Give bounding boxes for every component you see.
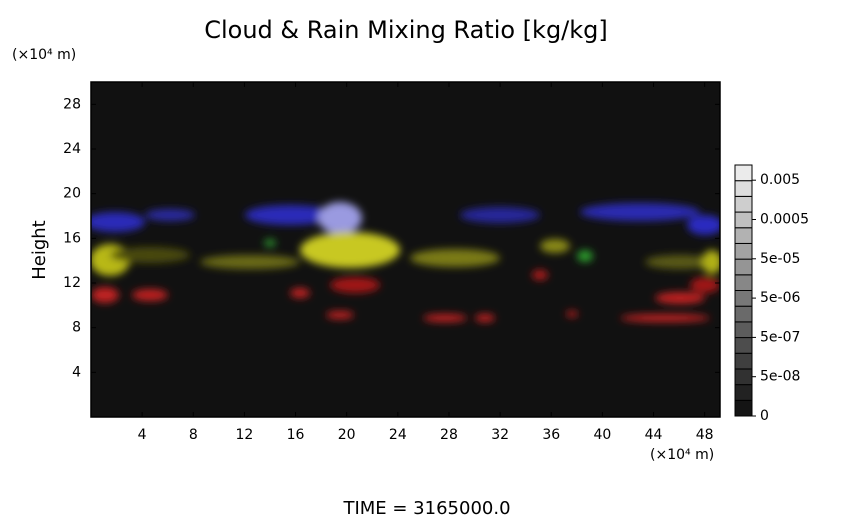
- colorbar-cell: [734, 211, 753, 229]
- field-blob: [245, 205, 335, 225]
- colorbar-cell: [734, 337, 753, 354]
- colorbar-cell: [734, 274, 753, 291]
- x-tick-label: 36: [542, 427, 560, 443]
- colorbar-label: 0.0005: [760, 212, 809, 228]
- colorbar-cell: [734, 384, 753, 401]
- field-blob: [577, 250, 593, 262]
- plot-area: [91, 82, 720, 417]
- colorbar-label: 0.005: [760, 172, 800, 188]
- field-blob: [132, 289, 168, 301]
- field-blob: [110, 247, 190, 263]
- colorbar-cell: [734, 368, 753, 386]
- x-tick-label: 16: [287, 427, 305, 443]
- field-blob: [532, 270, 548, 280]
- x-tick-label: 40: [593, 427, 611, 443]
- y-tick-label: 12: [63, 275, 81, 291]
- colorbar-cell: [734, 399, 753, 417]
- field-blob: [290, 288, 310, 298]
- field-blob: [410, 249, 500, 267]
- field-blob: [655, 292, 705, 304]
- colorbar-cell: [734, 321, 753, 339]
- x-tick-label: 12: [236, 427, 254, 443]
- chart-title: Cloud & Rain Mixing Ratio [kg/kg]: [204, 16, 608, 44]
- colorbar-label: 5e-07: [760, 329, 800, 345]
- y-tick-label: 24: [63, 141, 81, 157]
- field-blob: [91, 212, 145, 232]
- x-tick-label: 28: [440, 427, 458, 443]
- x-tick-label: 8: [189, 427, 198, 443]
- field: [91, 202, 720, 322]
- x-tick-label: 4: [138, 427, 147, 443]
- field-blob: [540, 239, 570, 253]
- field-blob: [264, 239, 276, 247]
- field-blob: [690, 277, 720, 293]
- colorbar-cell: [734, 242, 753, 260]
- colorbar-label: 5e-08: [760, 369, 800, 385]
- field-blob: [326, 311, 354, 319]
- colorbar-label: 5e-05: [760, 251, 800, 267]
- field-blob: [318, 202, 362, 234]
- colorbar-cell: [734, 352, 753, 370]
- y-axis-label: Height: [29, 220, 50, 280]
- x-tick-label: 20: [338, 427, 356, 443]
- colorbar-cell: [734, 164, 753, 182]
- x-tick-label: 44: [645, 427, 663, 443]
- field-blob: [702, 250, 720, 274]
- y-tick-label: 28: [63, 96, 81, 112]
- colorbar-label: 5e-06: [760, 290, 800, 306]
- field-blob: [300, 232, 400, 268]
- y-unit: (×10⁴ m): [12, 47, 76, 63]
- y-tick-label: 4: [72, 364, 81, 380]
- y-tick-label: 20: [63, 186, 81, 202]
- field-blob: [91, 287, 119, 303]
- colorbar-cell: [734, 290, 753, 307]
- field-blob: [460, 207, 540, 223]
- field-blob: [145, 209, 195, 221]
- field-blob: [645, 255, 715, 269]
- colorbar-cell: [734, 180, 753, 197]
- field-blob: [580, 203, 700, 221]
- field-blob: [620, 314, 710, 322]
- x-tick-label: 48: [696, 427, 714, 443]
- field-blob: [566, 311, 578, 317]
- field-blob: [475, 314, 495, 322]
- x-unit: (×10⁴ m): [650, 447, 714, 463]
- colorbar-cell: [734, 227, 753, 244]
- field-blob: [200, 255, 300, 269]
- x-tick-label: 32: [491, 427, 509, 443]
- plot-frame: [90, 81, 721, 418]
- field-blob: [330, 277, 380, 293]
- footer: TIME = 3165000.0: [342, 498, 510, 519]
- colorbar-cell: [734, 258, 753, 276]
- y-tick-label: 16: [63, 230, 81, 246]
- x-tick-label: 24: [389, 427, 407, 443]
- colorbar-label: 0: [760, 408, 769, 424]
- field-blob: [423, 314, 467, 322]
- colorbar-cell: [734, 305, 753, 323]
- y-tick-label: 8: [72, 320, 81, 336]
- field-blob: [687, 215, 720, 235]
- colorbar-cell: [734, 195, 753, 213]
